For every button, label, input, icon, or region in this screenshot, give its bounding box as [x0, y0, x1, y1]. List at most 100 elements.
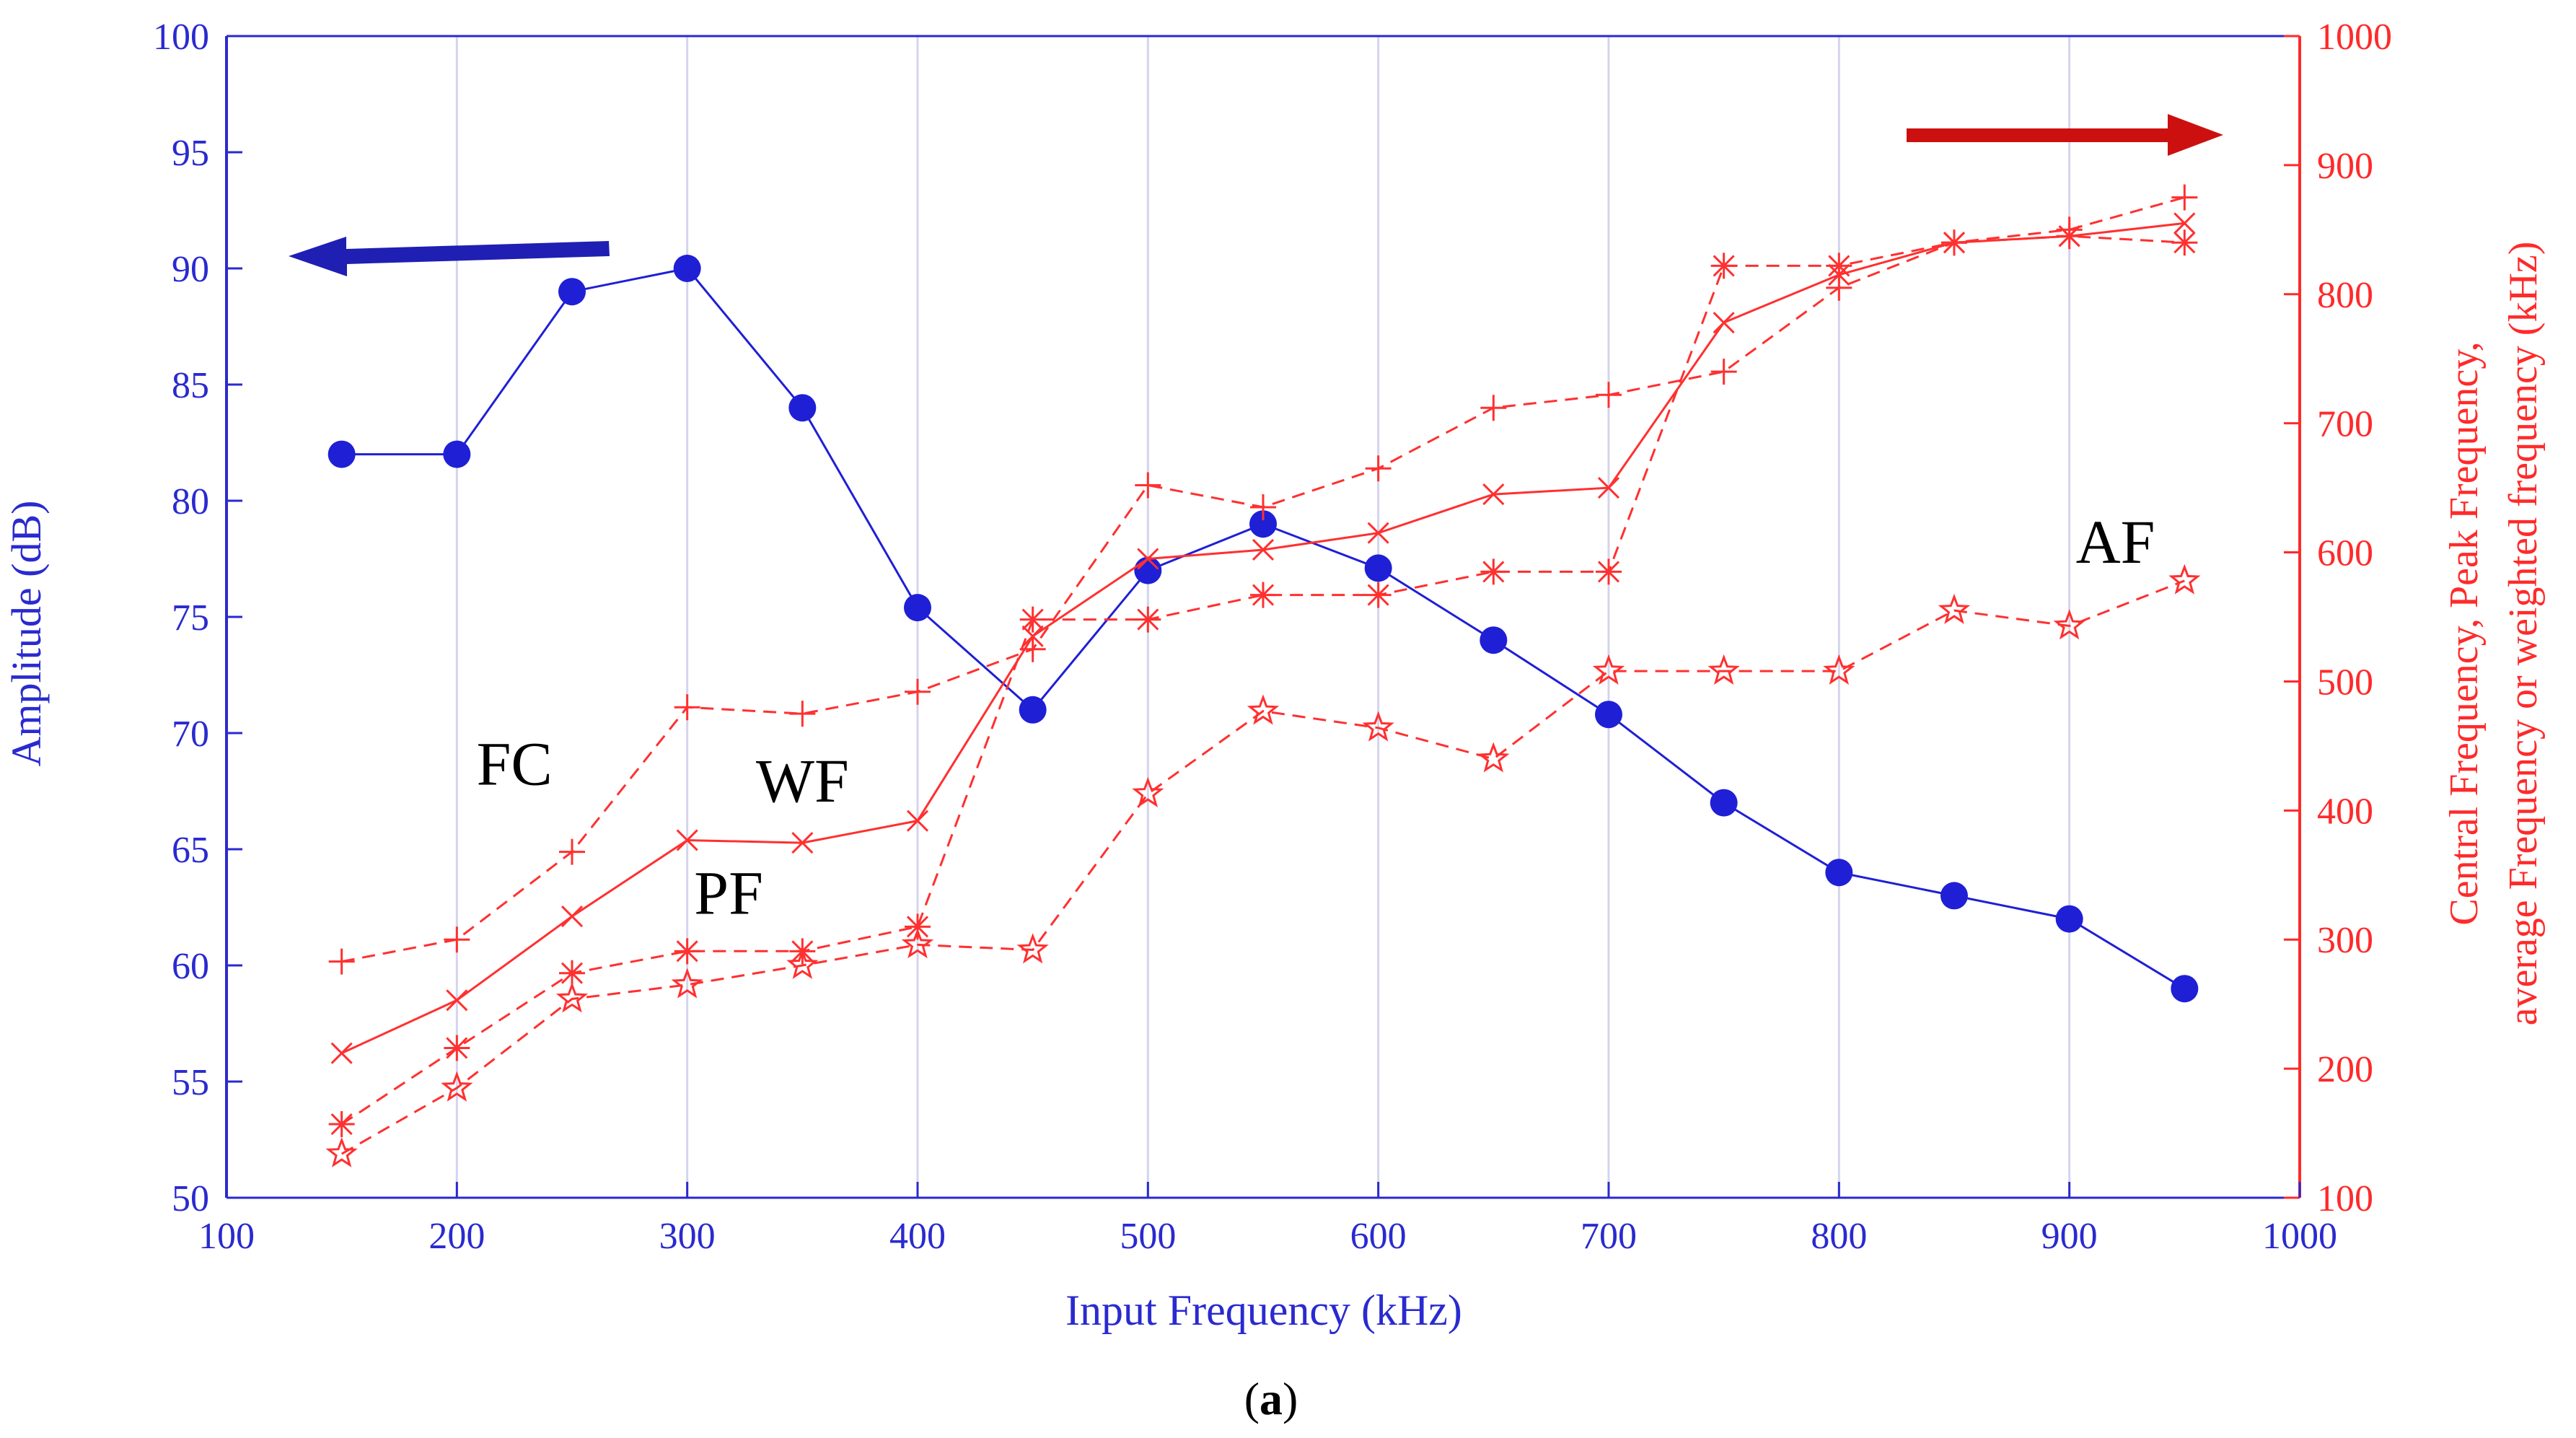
right-axis-arrow [1907, 114, 2223, 156]
point-wf-250 [561, 905, 584, 928]
point-wf-950 [2173, 212, 2196, 234]
y-left-tick-label-70: 70 [172, 714, 209, 755]
point-fc-250 [559, 838, 585, 865]
point-pf-650 [1480, 558, 1507, 585]
point-wf-300 [676, 829, 698, 851]
point-amplitude-500 [1134, 556, 1162, 584]
y-left-tick-label-75: 75 [172, 597, 209, 639]
y-left-tick-label-90: 90 [172, 249, 209, 290]
point-pf-200 [444, 1035, 470, 1061]
point-fc-350 [789, 701, 816, 727]
x-tick-label-500: 500 [1120, 1216, 1176, 1257]
point-af-850 [1938, 593, 1971, 624]
y-left-tick-label-55: 55 [172, 1062, 209, 1103]
point-af-550 [1247, 694, 1280, 725]
point-amplitude-600 [1364, 554, 1392, 582]
x-axis-label: Input Frequency (kHz) [1065, 1286, 1462, 1334]
point-pf-600 [1365, 582, 1392, 608]
point-wf-550 [1252, 538, 1275, 561]
point-wf-600 [1367, 522, 1389, 544]
point-amplitude-700 [1595, 701, 1622, 729]
y-right-tick-label-800: 800 [2317, 275, 2373, 316]
point-amplitude-300 [673, 255, 701, 282]
y-axis-label-right-line-2: average Frequency or weighted frequency … [2501, 242, 2546, 1026]
point-af-350 [786, 948, 819, 979]
axis-arrows [289, 114, 2223, 276]
point-amplitude-350 [788, 394, 817, 422]
point-fc-400 [905, 678, 931, 705]
point-af-950 [2168, 564, 2201, 595]
x-tick-label-200: 200 [428, 1216, 485, 1257]
x-tick-label-400: 400 [889, 1216, 946, 1257]
caption-open: ( [1244, 1373, 1260, 1424]
left-axis-arrow [289, 237, 610, 276]
point-fc-500 [1135, 472, 1161, 499]
point-af-600 [1362, 711, 1394, 742]
y-right-tick-label-1000: 1000 [2317, 17, 2392, 58]
point-wf-200 [446, 989, 468, 1012]
point-amplitude-150 [328, 440, 356, 468]
series-wf [330, 212, 2196, 1064]
point-af-400 [901, 928, 934, 959]
point-af-500 [1132, 776, 1164, 807]
x-tick-label-1000: 1000 [2262, 1216, 2337, 1257]
x-tick-label-900: 900 [2041, 1216, 2098, 1257]
y-left-tick-label-100: 100 [153, 17, 209, 58]
point-af-750 [1707, 654, 1740, 685]
y-axis-label-left: Amplitude (dB) [3, 501, 50, 767]
annotation-af: AF [2076, 507, 2155, 576]
data-series [325, 184, 2201, 1167]
point-pf-400 [905, 913, 931, 940]
point-amplitude-850 [1940, 882, 1968, 910]
series-af [325, 564, 2201, 1167]
point-wf-750 [1713, 312, 1735, 334]
series-fc [328, 184, 2198, 975]
y-right-tick-label-700: 700 [2317, 404, 2373, 445]
point-af-700 [1592, 654, 1625, 685]
point-pf-700 [1596, 558, 1622, 585]
point-pf-950 [2171, 229, 2198, 256]
y-left-tick-label-50: 50 [172, 1178, 209, 1219]
y-right-tick-label-100: 100 [2317, 1178, 2373, 1219]
point-af-200 [441, 1071, 473, 1102]
y-left-tick-label-95: 95 [172, 133, 209, 174]
annotation-pf: PF [694, 858, 763, 927]
point-pf-250 [559, 960, 585, 986]
point-fc-650 [1480, 395, 1507, 421]
caption-close: ) [1283, 1373, 1298, 1424]
point-wf-400 [906, 810, 929, 832]
point-amplitude-400 [904, 594, 931, 622]
point-amplitude-200 [443, 440, 471, 468]
plot-frame [225, 35, 2301, 1199]
point-wf-700 [1597, 477, 1620, 499]
x-tick-label-800: 800 [1811, 1216, 1867, 1257]
point-pf-500 [1135, 606, 1161, 633]
x-tick-label-300: 300 [659, 1216, 716, 1257]
y-left-tick-label-60: 60 [172, 946, 209, 987]
point-fc-700 [1596, 382, 1622, 408]
point-fc-550 [1250, 494, 1276, 520]
series-line-pf [340, 234, 2185, 1126]
series-amplitude [328, 255, 2199, 1003]
point-fc-300 [674, 694, 700, 721]
y-axis-label-right-line-1: Central Frequency, Peak Frequency, [2442, 341, 2487, 925]
point-pf-800 [1826, 253, 1852, 279]
caption-letter: a [1260, 1373, 1283, 1424]
y-right-tick-label-200: 200 [2317, 1049, 2373, 1090]
point-pf-300 [674, 938, 700, 965]
point-pf-150 [328, 1111, 355, 1138]
point-pf-900 [2056, 223, 2083, 250]
point-wf-500 [1137, 548, 1159, 570]
figure-caption: (a) [1244, 1373, 1298, 1424]
point-fc-950 [2171, 184, 2198, 211]
point-amplitude-900 [2055, 905, 2083, 933]
point-af-450 [1016, 933, 1049, 964]
point-af-300 [671, 968, 703, 999]
y-left-tick-label-85: 85 [172, 365, 209, 406]
y-right-tick-label-600: 600 [2317, 533, 2373, 574]
y-right-tick-label-500: 500 [2317, 662, 2373, 703]
series-line-af [340, 579, 2185, 1155]
point-fc-800 [1826, 274, 1852, 301]
